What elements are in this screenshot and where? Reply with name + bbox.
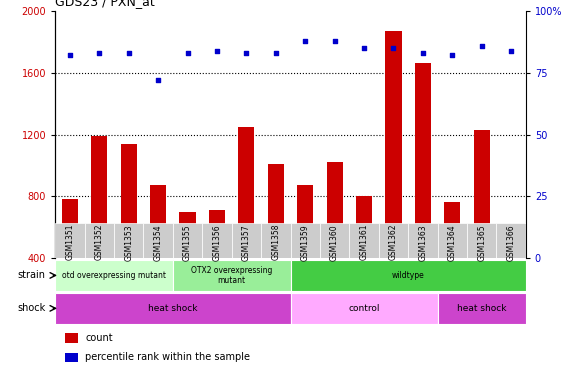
Text: GSM1358: GSM1358 [271,224,280,261]
Text: count: count [85,333,113,343]
Bar [202,223,232,258]
Bar [503,224,519,258]
Text: GSM1363: GSM1363 [418,224,428,261]
Text: GSM1357: GSM1357 [242,224,251,261]
Point [300,38,310,44]
Bar [121,144,137,258]
Text: heat shock: heat shock [148,304,198,313]
Point [330,38,339,44]
Point [389,45,398,51]
Bar [209,210,225,258]
Point [507,48,516,53]
Bar [356,196,372,258]
Point [124,50,134,56]
Point [418,50,428,56]
Text: GSM1362: GSM1362 [389,224,398,261]
Point [65,53,74,59]
Bar [173,260,290,291]
Bar [385,31,401,258]
Text: shock: shock [17,303,46,313]
Point [153,77,163,83]
Text: percentile rank within the sample: percentile rank within the sample [85,352,250,362]
Bar [408,223,437,258]
Text: OTX2 overexpressing
mutant: OTX2 overexpressing mutant [191,266,272,285]
Text: GSM1365: GSM1365 [477,224,486,261]
Point [271,50,281,56]
Bar [173,223,202,258]
Point [95,50,104,56]
Bar [437,293,526,324]
Point [447,53,457,59]
Bar [349,223,379,258]
Point [212,48,221,53]
Point [183,50,192,56]
Bar [114,223,144,258]
Bar [496,223,526,258]
Text: GSM1356: GSM1356 [213,224,221,261]
Text: GSM1355: GSM1355 [183,224,192,261]
Text: strain: strain [18,270,46,280]
Bar [379,223,408,258]
Bar [238,127,254,258]
Bar [415,63,431,258]
Bar [55,260,173,291]
Bar [55,293,290,324]
Bar [55,223,85,258]
Text: GSM1354: GSM1354 [153,224,163,261]
Text: otd overexpressing mutant: otd overexpressing mutant [62,271,166,280]
Bar [180,212,196,258]
Text: GSM1359: GSM1359 [301,224,310,261]
Point [242,50,251,56]
Text: GSM1361: GSM1361 [360,224,368,261]
Bar [268,164,284,258]
Text: GSM1353: GSM1353 [124,224,133,261]
Bar [327,162,343,258]
Bar [297,186,313,258]
Bar [290,260,526,291]
Text: GSM1360: GSM1360 [330,224,339,261]
Point [360,45,369,51]
Bar [64,333,78,343]
Bar [467,223,496,258]
Text: control: control [348,304,380,313]
Bar [64,352,78,362]
Point [477,43,486,49]
Bar [85,223,114,258]
Bar [91,136,107,258]
Bar [290,223,320,258]
Bar [474,130,490,258]
Text: GSM1352: GSM1352 [95,224,104,261]
Bar [150,186,166,258]
Bar [290,293,437,324]
Bar [261,223,290,258]
Bar [444,202,460,258]
Bar [62,199,78,258]
Text: GDS23 / PXN_at: GDS23 / PXN_at [55,0,155,8]
Text: GSM1351: GSM1351 [66,224,74,261]
Bar [232,223,261,258]
Text: GSM1366: GSM1366 [507,224,515,261]
Bar [320,223,349,258]
Bar [437,223,467,258]
Bar [144,223,173,258]
Text: heat shock: heat shock [457,304,507,313]
Text: wildtype: wildtype [392,271,425,280]
Text: GSM1364: GSM1364 [448,224,457,261]
